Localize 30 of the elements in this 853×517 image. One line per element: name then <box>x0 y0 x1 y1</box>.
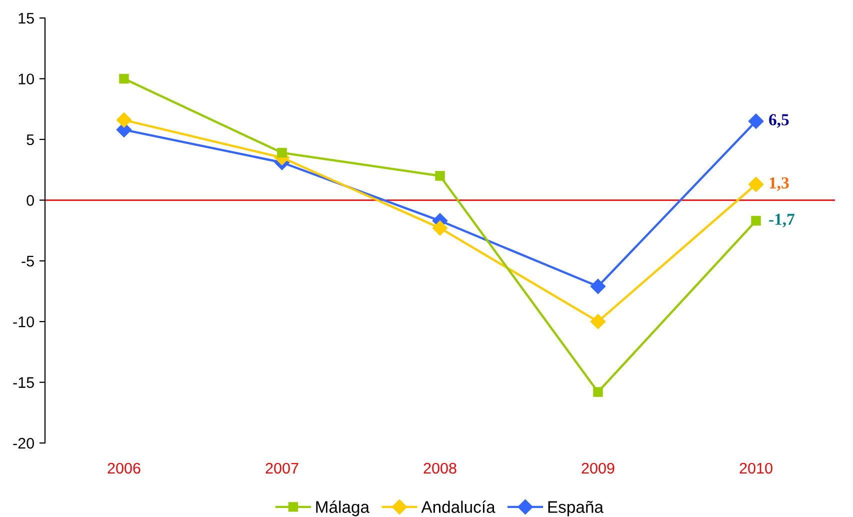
legend-label: España <box>548 500 604 516</box>
point <box>593 387 603 397</box>
point <box>277 148 287 158</box>
y-tick-label: -20 <box>13 438 34 449</box>
x-tick-label: 2008 <box>424 462 456 474</box>
point <box>748 114 764 129</box>
legend-label: Málaga <box>316 500 370 516</box>
point <box>590 314 606 330</box>
y-tick-label: -10 <box>13 316 34 328</box>
y-tick-label: 10 <box>18 74 34 84</box>
data-label: 6,5 <box>769 114 789 128</box>
x-tick-label: 2006 <box>108 462 140 474</box>
legend-label: Andalucía <box>421 500 496 513</box>
y-tick-label: 0 <box>26 195 34 206</box>
point <box>751 216 761 226</box>
data-label: 1,3 <box>770 177 789 191</box>
point <box>119 74 129 84</box>
point <box>432 220 448 236</box>
y-tick-label: 15 <box>18 13 34 24</box>
point <box>435 170 445 181</box>
y-tick-label: -15 <box>13 377 34 388</box>
point <box>590 278 606 294</box>
point <box>116 112 132 128</box>
x-tick-label: 2009 <box>582 462 614 474</box>
y-tick-label: -5 <box>22 256 34 267</box>
y-tick-label: 5 <box>26 134 34 146</box>
data-label: -1,7 <box>769 214 794 228</box>
point <box>748 176 764 192</box>
x-tick-label: 2010 <box>740 462 772 474</box>
x-tick-label: 2007 <box>266 462 298 474</box>
